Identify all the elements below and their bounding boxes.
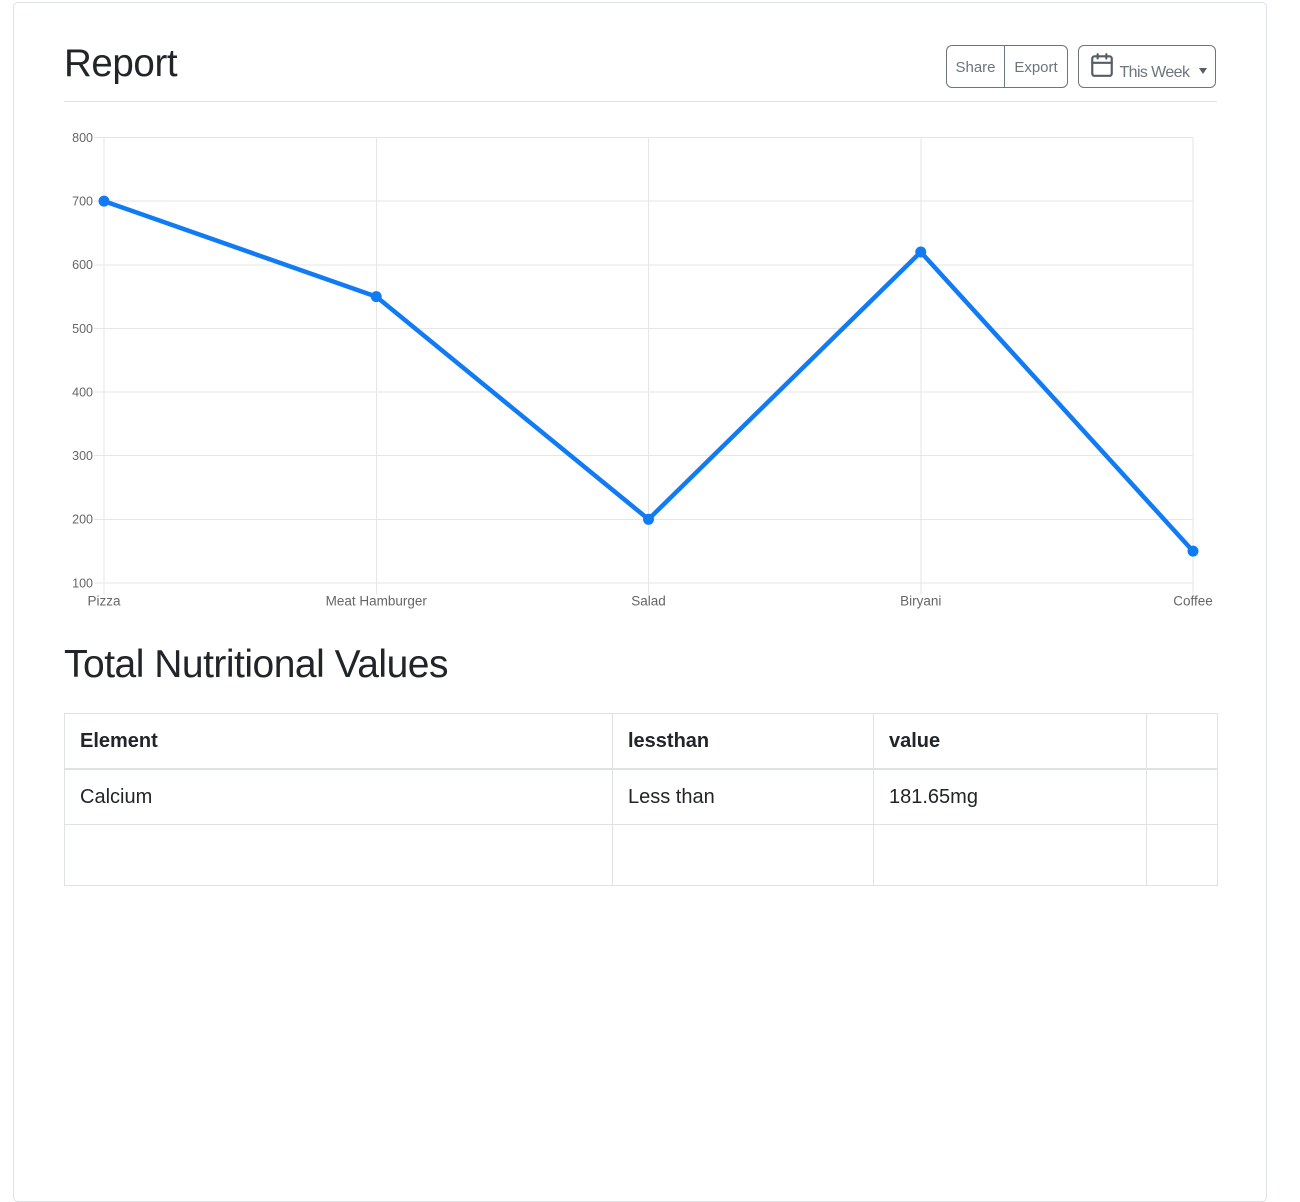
- svg-text:100: 100: [72, 576, 93, 590]
- svg-text:500: 500: [72, 322, 93, 336]
- svg-text:Meat Hamburger: Meat Hamburger: [326, 594, 428, 609]
- svg-text:Coffee: Coffee: [1173, 594, 1213, 609]
- svg-text:300: 300: [72, 449, 93, 463]
- svg-text:200: 200: [72, 513, 93, 527]
- svg-text:400: 400: [72, 385, 93, 399]
- svg-text:700: 700: [72, 195, 93, 209]
- svg-text:800: 800: [72, 131, 93, 145]
- svg-text:Pizza: Pizza: [87, 594, 121, 609]
- svg-text:Biryani: Biryani: [900, 594, 941, 609]
- svg-text:Salad: Salad: [631, 594, 666, 609]
- svg-text:600: 600: [72, 258, 93, 272]
